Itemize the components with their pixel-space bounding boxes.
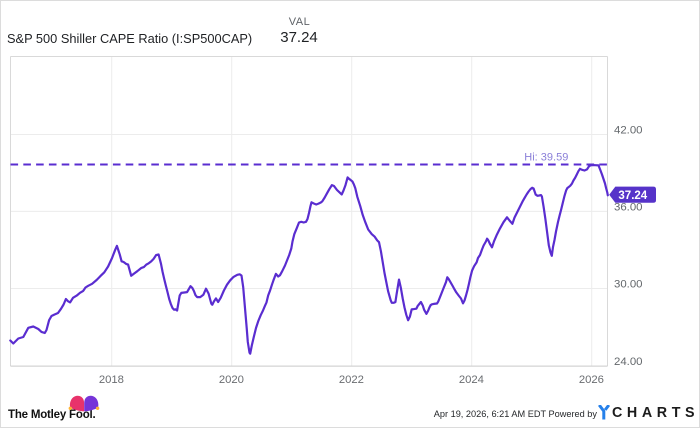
svg-text:2026: 2026	[579, 374, 604, 386]
svg-text:37.24: 37.24	[618, 190, 647, 202]
svg-text:36.00: 36.00	[614, 201, 643, 213]
svg-text:30.00: 30.00	[614, 278, 643, 290]
svg-text:2018: 2018	[99, 374, 124, 386]
svg-text:Hi: 39.59: Hi: 39.59	[524, 151, 568, 163]
svg-text:2024: 2024	[459, 374, 484, 386]
svg-text:2022: 2022	[339, 374, 364, 386]
svg-text:24.00: 24.00	[614, 356, 643, 368]
svg-text:2020: 2020	[219, 374, 244, 386]
svg-text:42.00: 42.00	[614, 124, 643, 136]
